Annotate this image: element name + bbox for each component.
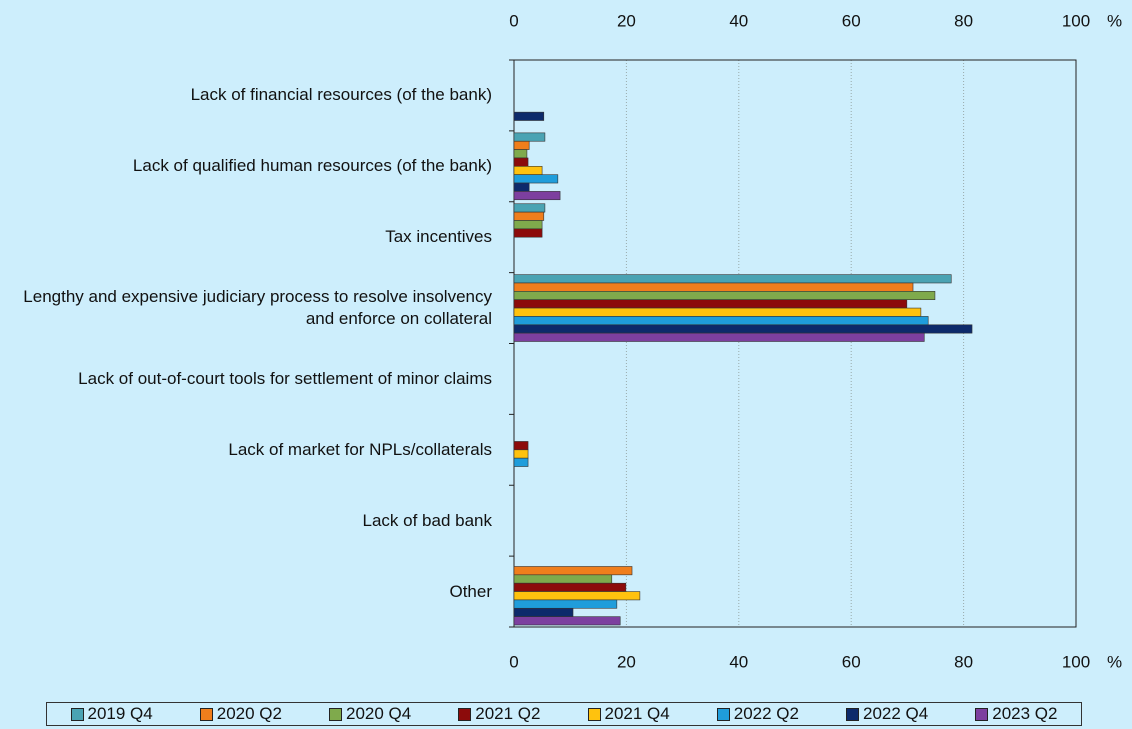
x-tick-label-top: 40 [729, 11, 748, 30]
x-unit-top: % [1107, 11, 1122, 30]
bar [513, 591, 641, 601]
bar [513, 616, 621, 626]
x-unit-bottom: % [1107, 652, 1122, 671]
legend-item: 2023 Q2 [975, 704, 1057, 724]
bar [513, 211, 545, 221]
bar [513, 582, 627, 592]
bar [513, 441, 529, 451]
x-tick-label-top: 100 [1062, 11, 1090, 30]
legend-swatch [329, 707, 342, 721]
legend-swatch [70, 707, 84, 721]
bar [513, 203, 546, 213]
bar [513, 149, 528, 159]
legend-item: 2021 Q2 [458, 704, 540, 724]
legend-label: 2021 Q2 [475, 704, 541, 723]
bar [513, 449, 529, 459]
legend-item: 2020 Q4 [329, 704, 411, 724]
x-tick-label-bottom: 100 [1062, 652, 1090, 671]
bar [513, 324, 973, 334]
bar [513, 157, 529, 167]
legend-swatch [587, 707, 601, 721]
bar [513, 220, 543, 230]
legend-label: 2020 Q2 [216, 704, 282, 723]
bar [513, 307, 922, 317]
legend-label: 2021 Q4 [604, 704, 670, 723]
category-label: Lack of financial resources (of the bank… [190, 85, 492, 105]
category-label: Lengthy and expensive judiciary process … [23, 287, 492, 329]
bar [513, 299, 908, 309]
category-label: Lack of out-of-court tools for settlemen… [78, 368, 492, 388]
legend-label: 2022 Q4 [863, 704, 929, 723]
legend-swatch [975, 707, 989, 721]
category-label: Other [449, 581, 492, 601]
bar [513, 282, 914, 292]
bar [513, 132, 546, 142]
bar [513, 566, 633, 576]
bar [513, 111, 545, 121]
legend-swatch [716, 707, 730, 721]
legend-label: 2022 Q2 [733, 704, 799, 723]
bar [513, 174, 559, 184]
legend-swatch [458, 707, 472, 721]
x-tick-label-bottom: 60 [842, 652, 861, 671]
bar [513, 191, 561, 201]
bar [513, 574, 613, 584]
x-tick-label-top: 60 [842, 11, 861, 30]
x-tick-label-top: 20 [617, 11, 636, 30]
bar [513, 166, 543, 175]
legend-item: 2019 Q4 [70, 704, 153, 724]
plot-frame [513, 59, 1077, 628]
x-tick-label-bottom: 40 [729, 652, 748, 671]
bar [513, 140, 530, 150]
legend-swatch [199, 707, 213, 721]
bar [513, 182, 530, 192]
x-tick-label-top: 80 [954, 11, 973, 30]
bar [513, 457, 529, 467]
bar [513, 274, 952, 284]
bar [513, 607, 574, 617]
legend-item: 2020 Q2 [199, 704, 282, 724]
bar [513, 599, 618, 609]
category-label: Lack of market for NPLs/collaterals [228, 439, 492, 459]
legend: 2019 Q4 2020 Q2 2020 Q4 2021 Q2 2021 Q4 2022 … [46, 702, 1082, 726]
x-tick-label-bottom: 20 [617, 652, 636, 671]
bar [513, 228, 543, 238]
category-label: Tax incentives [385, 227, 492, 247]
legend-label: 2020 Q4 [346, 704, 412, 723]
legend-swatch [846, 707, 859, 721]
legend-label: 2023 Q2 [992, 704, 1058, 723]
x-tick-label-bottom: 80 [954, 652, 973, 671]
category-label: Lack of bad bank [362, 510, 492, 530]
legend-item: 2022 Q4 [846, 704, 928, 724]
x-tick-label-bottom: 0 [509, 652, 518, 671]
bar [513, 332, 925, 342]
legend-item: 2022 Q2 [716, 704, 799, 724]
x-tick-label-top: 0 [509, 11, 518, 30]
bar [513, 291, 936, 301]
legend-label: 2019 Q4 [87, 704, 153, 723]
bar [513, 316, 929, 326]
category-label: Lack of qualified human resources (of th… [132, 156, 492, 176]
legend-item: 2021 Q4 [587, 704, 670, 724]
